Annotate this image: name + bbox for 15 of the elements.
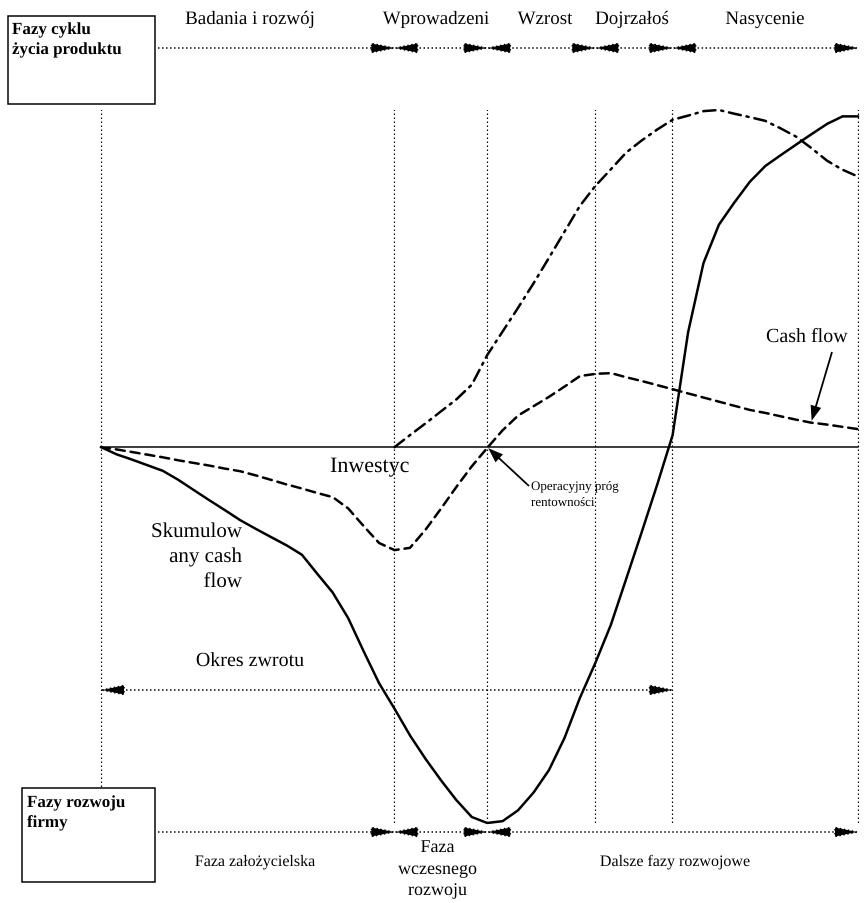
annotation: Fazy rozwoju firmy — [27, 792, 126, 833]
annotation: Operacyjny próg rentowności — [531, 478, 620, 510]
text: Faza wczesnego rozwoju — [397, 836, 478, 901]
text: Fazy cyklu życia produktu — [12, 19, 123, 60]
text: Faza założycielska — [194, 852, 316, 872]
text: Cash flow — [766, 324, 849, 348]
text: Dojrzałoś — [594, 8, 670, 31]
series-label: Skumulow any cash flow — [150, 518, 242, 594]
annotation: Okres zwrotu — [194, 648, 306, 672]
text: Badania i rozwój — [184, 8, 316, 31]
text: Nasycenie — [724, 8, 806, 31]
text: Wzrost — [516, 8, 574, 31]
annotation: Inwestyc — [330, 452, 410, 478]
text: Dalsze fazy rozwojowe — [598, 852, 752, 872]
text: Wprowadzeni — [382, 8, 490, 31]
